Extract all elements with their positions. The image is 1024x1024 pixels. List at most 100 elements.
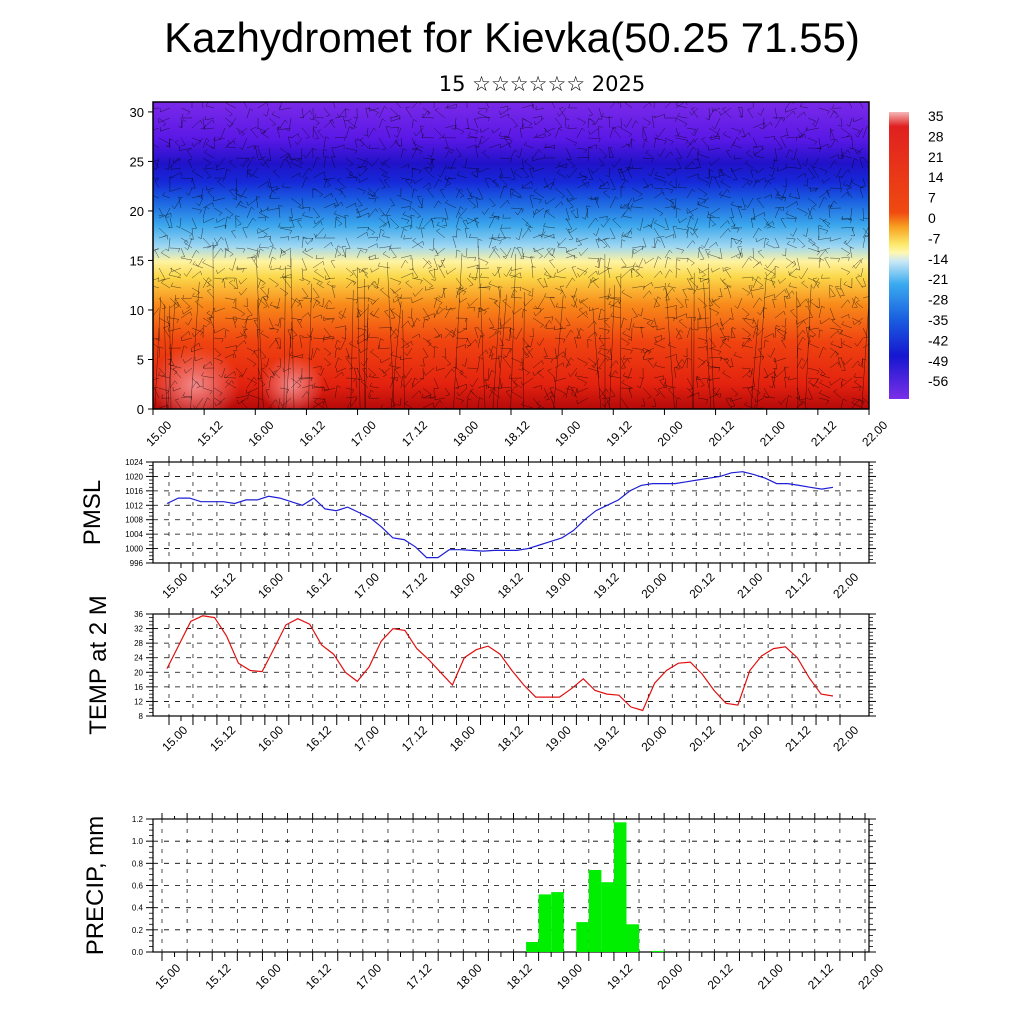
y-tick-label: 16	[134, 683, 143, 692]
y-tick-label: 10	[130, 303, 144, 318]
x-tick-label: 19.00	[554, 961, 585, 992]
colorbar-label: 21	[928, 149, 944, 165]
precip-bar	[538, 894, 552, 952]
x-tick-label: 15.00	[143, 418, 174, 449]
x-tick-label: 19.00	[552, 418, 583, 449]
x-tick-label: 20.12	[686, 723, 717, 754]
x-tick-label: 17.12	[399, 570, 430, 601]
pmsl-panel: 1024 1020 1016 1012 1008 1004 1000 996 15.00 15.1…	[79, 456, 876, 601]
colorbar-label: -49	[928, 353, 948, 369]
chart-subtitle: 15 ☆☆☆☆☆☆ 2025	[438, 72, 646, 96]
y-tick-label: 20	[134, 668, 143, 677]
precip-bar	[551, 892, 564, 952]
x-tick-label: 16.00	[255, 570, 286, 601]
precip-bar	[576, 922, 589, 952]
x-tick-label: 21.12	[782, 570, 813, 601]
x-tick-label: 16.12	[303, 723, 334, 754]
x-tick-label: 18.00	[447, 723, 478, 754]
temperature-field	[153, 102, 869, 409]
y-tick-label: 1024	[125, 458, 143, 467]
warm-cell	[260, 355, 324, 409]
x-tick-label: 21.00	[757, 418, 788, 449]
y-tick-label: 0.2	[132, 926, 144, 935]
x-tick-label: 21.00	[734, 723, 765, 754]
precip-bar	[588, 870, 602, 952]
x-tick-label: 20.12	[706, 418, 737, 449]
plot-frame	[152, 461, 870, 564]
colorbar-label: 7	[928, 190, 936, 206]
x-tick-label: 16.00	[255, 723, 286, 754]
x-tick-label: 18.00	[447, 570, 478, 601]
x-tick-label: 15.12	[194, 418, 225, 449]
x-tick-label: 21.00	[734, 570, 765, 601]
y-tick-label: 1.2	[132, 815, 144, 824]
y-tick-label: 1016	[125, 487, 143, 496]
x-tick-label: 17.12	[399, 418, 430, 449]
precip-bar	[651, 950, 665, 952]
x-tick-label: 15.12	[202, 961, 233, 992]
y-tick-label: 1008	[125, 516, 143, 525]
y-tick-label: 0.4	[132, 904, 144, 913]
y-tick-label: 1.0	[132, 837, 144, 846]
y-tick-label: 0.8	[132, 859, 144, 868]
colorbar-label: -42	[928, 332, 948, 348]
y-tick-label: 996	[130, 559, 144, 568]
x-tick-label: 20.00	[654, 961, 685, 992]
x-tick-label: 21.12	[808, 418, 839, 449]
x-tick-label: 22.00	[855, 961, 886, 992]
x-tick-label: 18.00	[454, 961, 485, 992]
chart-title: Kazhydromet for Kievka(50.25 71.55)	[164, 14, 860, 61]
y-tick-label: 32	[134, 625, 143, 634]
precip-panel: 1.2 1.0 0.8 0.6 0.4 0.2 0.0 15.00 15.12 16.00 16.1…	[82, 813, 887, 992]
x-tick-label: 20.00	[639, 723, 670, 754]
precip-bar	[601, 882, 614, 952]
precip-bar	[626, 924, 640, 952]
colorbar-label: 0	[928, 210, 936, 226]
y-tick-label: 1000	[125, 545, 143, 554]
y-tick-label: 12	[134, 697, 143, 706]
x-tick-label: 22.00	[830, 723, 861, 754]
y-tick-label: 20	[130, 204, 144, 219]
y-tick-label: 0	[137, 402, 144, 417]
x-tick-label: 19.00	[543, 723, 574, 754]
x-tick-label: 15.00	[159, 570, 190, 601]
x-tick-label: 19.00	[543, 570, 574, 601]
x-tick-label: 15.12	[207, 570, 238, 601]
x-tick-label: 20.12	[686, 570, 717, 601]
x-tick-label: 19.12	[591, 723, 622, 754]
x-tick-label: 16.12	[297, 418, 328, 449]
x-tick-label: 17.00	[351, 723, 382, 754]
y-tick-label: 1012	[125, 501, 143, 510]
colorbar-scale	[889, 112, 909, 399]
y-tick-label: 1004	[125, 530, 143, 539]
y-tick-label: 15	[130, 253, 144, 268]
x-tick-label: 16.00	[246, 418, 277, 449]
x-tick-label: 19.12	[604, 961, 635, 992]
colorbar-label: -28	[928, 292, 948, 308]
y-tick-label: 8	[139, 712, 144, 721]
x-tick-label: 18.00	[450, 418, 481, 449]
x-tick-label: 15.00	[159, 723, 190, 754]
colorbar-label: 14	[928, 169, 944, 185]
colorbar-label: 35	[928, 108, 944, 124]
x-tick-label: 17.12	[399, 723, 430, 754]
x-tick-label: 16.12	[303, 570, 334, 601]
x-tick-label: 16.12	[303, 961, 334, 992]
precip-bar	[526, 942, 539, 952]
x-tick-label: 20.12	[705, 961, 736, 992]
y-tick-label: 25	[130, 154, 144, 169]
y-axis-label: TEMP at 2 M	[85, 595, 112, 735]
x-tick-label: 19.12	[604, 418, 635, 449]
temp-series-line	[166, 615, 834, 712]
colorbar: 35 28 21 14 7 0 -7 -14 -21 -28 -35 -42 -49 -56	[889, 108, 948, 399]
colorbar-label: 28	[928, 128, 944, 144]
x-tick-label: 20.00	[655, 418, 686, 449]
x-tick-label: 17.00	[351, 570, 382, 601]
x-tick-label: 17.12	[403, 961, 434, 992]
x-tick-label: 22.00	[830, 570, 861, 601]
y-tick-label: 1020	[125, 472, 143, 481]
x-tick-label: 19.12	[591, 570, 622, 601]
x-tick-label: 15.12	[207, 723, 238, 754]
x-tick-label: 21.12	[782, 723, 813, 754]
